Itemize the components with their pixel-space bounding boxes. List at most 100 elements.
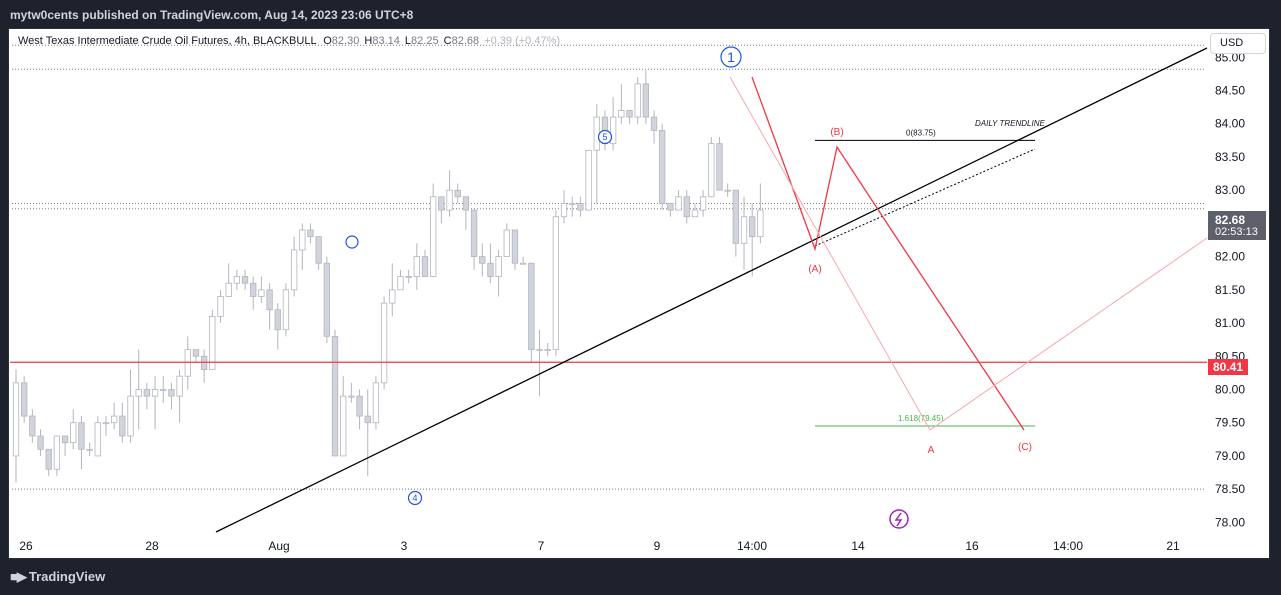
legend-high: 83.14 [372,35,400,47]
candle-body [495,256,502,277]
candle-body [380,302,388,384]
symbol-legend[interactable]: West Texas Intermediate Crude Oil Future… [18,35,560,47]
candle-body [111,415,118,424]
tradingview-brand: TradingView [28,569,106,584]
candle-body [323,262,330,337]
candle-body [315,236,322,264]
candle-body [70,422,77,444]
legend-title: West Texas Intermediate Crude Oil Future… [18,35,317,47]
annotation-label: (C) [1018,442,1032,453]
candle-body [708,143,715,198]
legend-close: 82.68 [451,35,480,47]
projection-lines [729,76,1208,431]
candle-body [21,382,28,417]
candle-body [446,189,453,211]
candle-body [307,229,314,238]
trendline [215,47,1208,533]
candle-body [618,110,625,118]
candle-body [127,395,134,437]
annotation-label: 0(83.75) [906,128,936,137]
candle-body [609,116,617,145]
y-tick-label: 78.50 [1215,482,1245,496]
y-tick-label: 81.00 [1215,316,1245,330]
candle-body [462,196,470,211]
candle-body [724,189,731,192]
footer-bar: ■▶ TradingView [0,562,1281,595]
candle-body [45,448,52,470]
lightning-icon [889,509,909,529]
candle-body [176,375,183,397]
x-tick-label: 16 [965,539,979,553]
candle-body [642,83,650,118]
x-tick-label: 3 [401,539,408,553]
horizontal-level-tag: 80.41 [1208,359,1248,375]
candle-body [520,262,527,265]
candle-body [151,389,159,397]
y-tick-label: 84.00 [1215,117,1245,131]
candle-body [528,262,535,351]
y-tick-label: 84.50 [1215,83,1245,97]
candle-body [340,395,347,457]
candle-body [716,143,723,191]
annotation-label: (B) [830,127,843,138]
candle-body [200,355,208,370]
wave-abc-lines [751,76,1025,431]
candle-body [94,422,101,457]
candle-body [430,196,437,277]
legend-l-label: L [404,35,412,47]
legend-low: 82.25 [411,35,439,47]
candle-body [135,389,142,397]
x-tick-label: 28 [145,539,159,553]
bar-countdown: 02:53:13 [1215,226,1258,238]
candle-body [348,395,355,398]
axis-layer: 78.0078.5079.0079.5080.0080.5081.0081.50… [19,50,1245,553]
candle-body [749,216,756,238]
x-tick-label: 14:00 [737,539,767,553]
candle-body [487,262,494,277]
candle-body [544,349,551,352]
last-price-tag: 82.68 02:53:13 [1208,211,1266,240]
candle-body [405,276,412,278]
publisher-bar: mytw0cents published on TradingView.com,… [0,0,1281,28]
candle-body [209,316,216,370]
candle-body [119,415,126,437]
currency-button[interactable]: USD [1210,33,1266,54]
legend-change: +0.39 (+0.47%) [484,35,561,47]
candle-body [143,389,151,397]
candle-body [552,216,560,351]
publisher-text: mytw0cents published on TradingView.com,… [10,8,414,22]
candle-body [438,196,445,211]
candle-body [740,216,748,244]
y-tick-label: 78.00 [1215,515,1245,529]
y-tick-label: 79.50 [1215,416,1245,430]
candle-body [78,422,85,450]
annotation-label: (A) [808,264,821,275]
candle-body [454,189,461,198]
annotation-label: 4 [412,493,417,503]
y-tick-label: 80.00 [1215,382,1245,396]
candle-body [282,289,290,331]
candle-body [699,196,707,211]
tradingview-logo[interactable]: ■▶ TradingView [10,569,105,585]
candle-body [217,296,224,317]
last-price-value: 82.68 [1215,213,1246,227]
y-tick-label: 79.00 [1215,449,1245,463]
candle-body [372,382,380,424]
legend-open: 82.30 [331,35,360,47]
candle-body [86,448,93,451]
candle-body [683,196,690,218]
wave-count-circle [407,490,423,506]
candle-body [675,196,682,211]
candle-body [160,389,167,391]
candle-body [102,422,110,425]
candle-body [397,276,404,291]
candle-body [626,110,633,118]
y-tick-label: 81.50 [1215,283,1245,297]
candle-body [53,435,61,470]
candle-body [241,276,249,284]
candle-body [290,249,298,291]
lightning-glyph [894,512,903,527]
wave-count-circle [345,235,359,249]
candle-body [470,209,478,257]
